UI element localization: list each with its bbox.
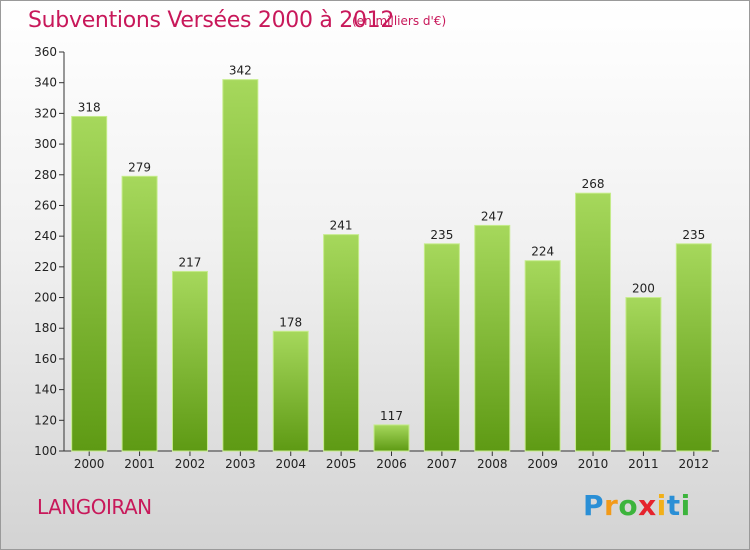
chart-subtitle: (en milliers d'€): [352, 14, 447, 28]
logo-letter: t: [666, 489, 681, 522]
y-tick-label: 280: [34, 168, 57, 182]
data-label-2006: 117: [380, 409, 403, 423]
y-tick-label: 320: [34, 106, 57, 120]
x-tick-label-2002: 2002: [175, 457, 206, 471]
bar-2007: [423, 243, 460, 452]
x-tick-label-2005: 2005: [326, 457, 357, 471]
town-name: LANGOIRAN: [37, 495, 152, 519]
y-tick-label: 300: [34, 137, 57, 151]
x-tick-label-2012: 2012: [679, 457, 710, 471]
data-label-2007: 235: [430, 228, 453, 242]
y-tick-label: 340: [34, 76, 57, 90]
bar-2000: [71, 115, 108, 452]
logo-letter: r: [604, 489, 619, 522]
bar-2011: [625, 297, 662, 452]
y-tick-label: 140: [34, 383, 57, 397]
logo-letter: P: [583, 489, 605, 522]
data-label-2010: 268: [582, 177, 605, 191]
data-label-2005: 241: [330, 219, 353, 233]
logo-letter: o: [618, 489, 639, 522]
x-tick-label-2011: 2011: [628, 457, 659, 471]
y-tick-label: 160: [34, 352, 57, 366]
data-label-2000: 318: [78, 100, 101, 114]
x-tick-label-2001: 2001: [124, 457, 155, 471]
y-tick-label: 260: [34, 198, 57, 212]
data-label-2012: 235: [682, 228, 705, 242]
x-tick-label-2007: 2007: [427, 457, 458, 471]
data-label-2011: 200: [632, 282, 655, 296]
data-label-2008: 247: [481, 209, 504, 223]
x-tick-label-2009: 2009: [527, 457, 558, 471]
bar-2004: [272, 330, 309, 452]
data-label-2003: 342: [229, 64, 252, 78]
y-tick-label: 100: [34, 444, 57, 458]
y-tick-label: 180: [34, 321, 57, 335]
bar-2008: [474, 224, 511, 452]
x-tick-label-2004: 2004: [275, 457, 306, 471]
y-tick-label: 240: [34, 229, 57, 243]
x-tick-label-2000: 2000: [74, 457, 105, 471]
bar-2006: [373, 424, 410, 452]
data-label-2009: 224: [531, 245, 554, 259]
x-tick-label-2010: 2010: [578, 457, 609, 471]
bar-2012: [675, 243, 712, 452]
logo-letter: x: [638, 489, 657, 522]
x-tick-label-2003: 2003: [225, 457, 256, 471]
data-label-2001: 279: [128, 160, 151, 174]
y-tick-label: 220: [34, 260, 57, 274]
bar-2009: [524, 260, 561, 452]
proxiti-logo: Proxiti: [583, 489, 691, 522]
bar-2010: [575, 192, 612, 452]
bar-2002: [171, 270, 208, 452]
y-tick-label: 200: [34, 291, 57, 305]
x-tick-label-2008: 2008: [477, 457, 508, 471]
logo-letter: i: [656, 489, 667, 522]
data-label-2004: 178: [279, 315, 302, 329]
logo-letter: i: [680, 489, 691, 522]
chart-title: Subventions Versées 2000 à 2012: [28, 8, 395, 33]
bar-2001: [121, 175, 158, 452]
bar-2003: [222, 79, 259, 452]
y-tick-label: 360: [34, 45, 57, 59]
y-tick-label: 120: [34, 413, 57, 427]
x-tick-label-2006: 2006: [376, 457, 407, 471]
bar-2005: [323, 234, 360, 452]
data-label-2002: 217: [179, 255, 202, 269]
